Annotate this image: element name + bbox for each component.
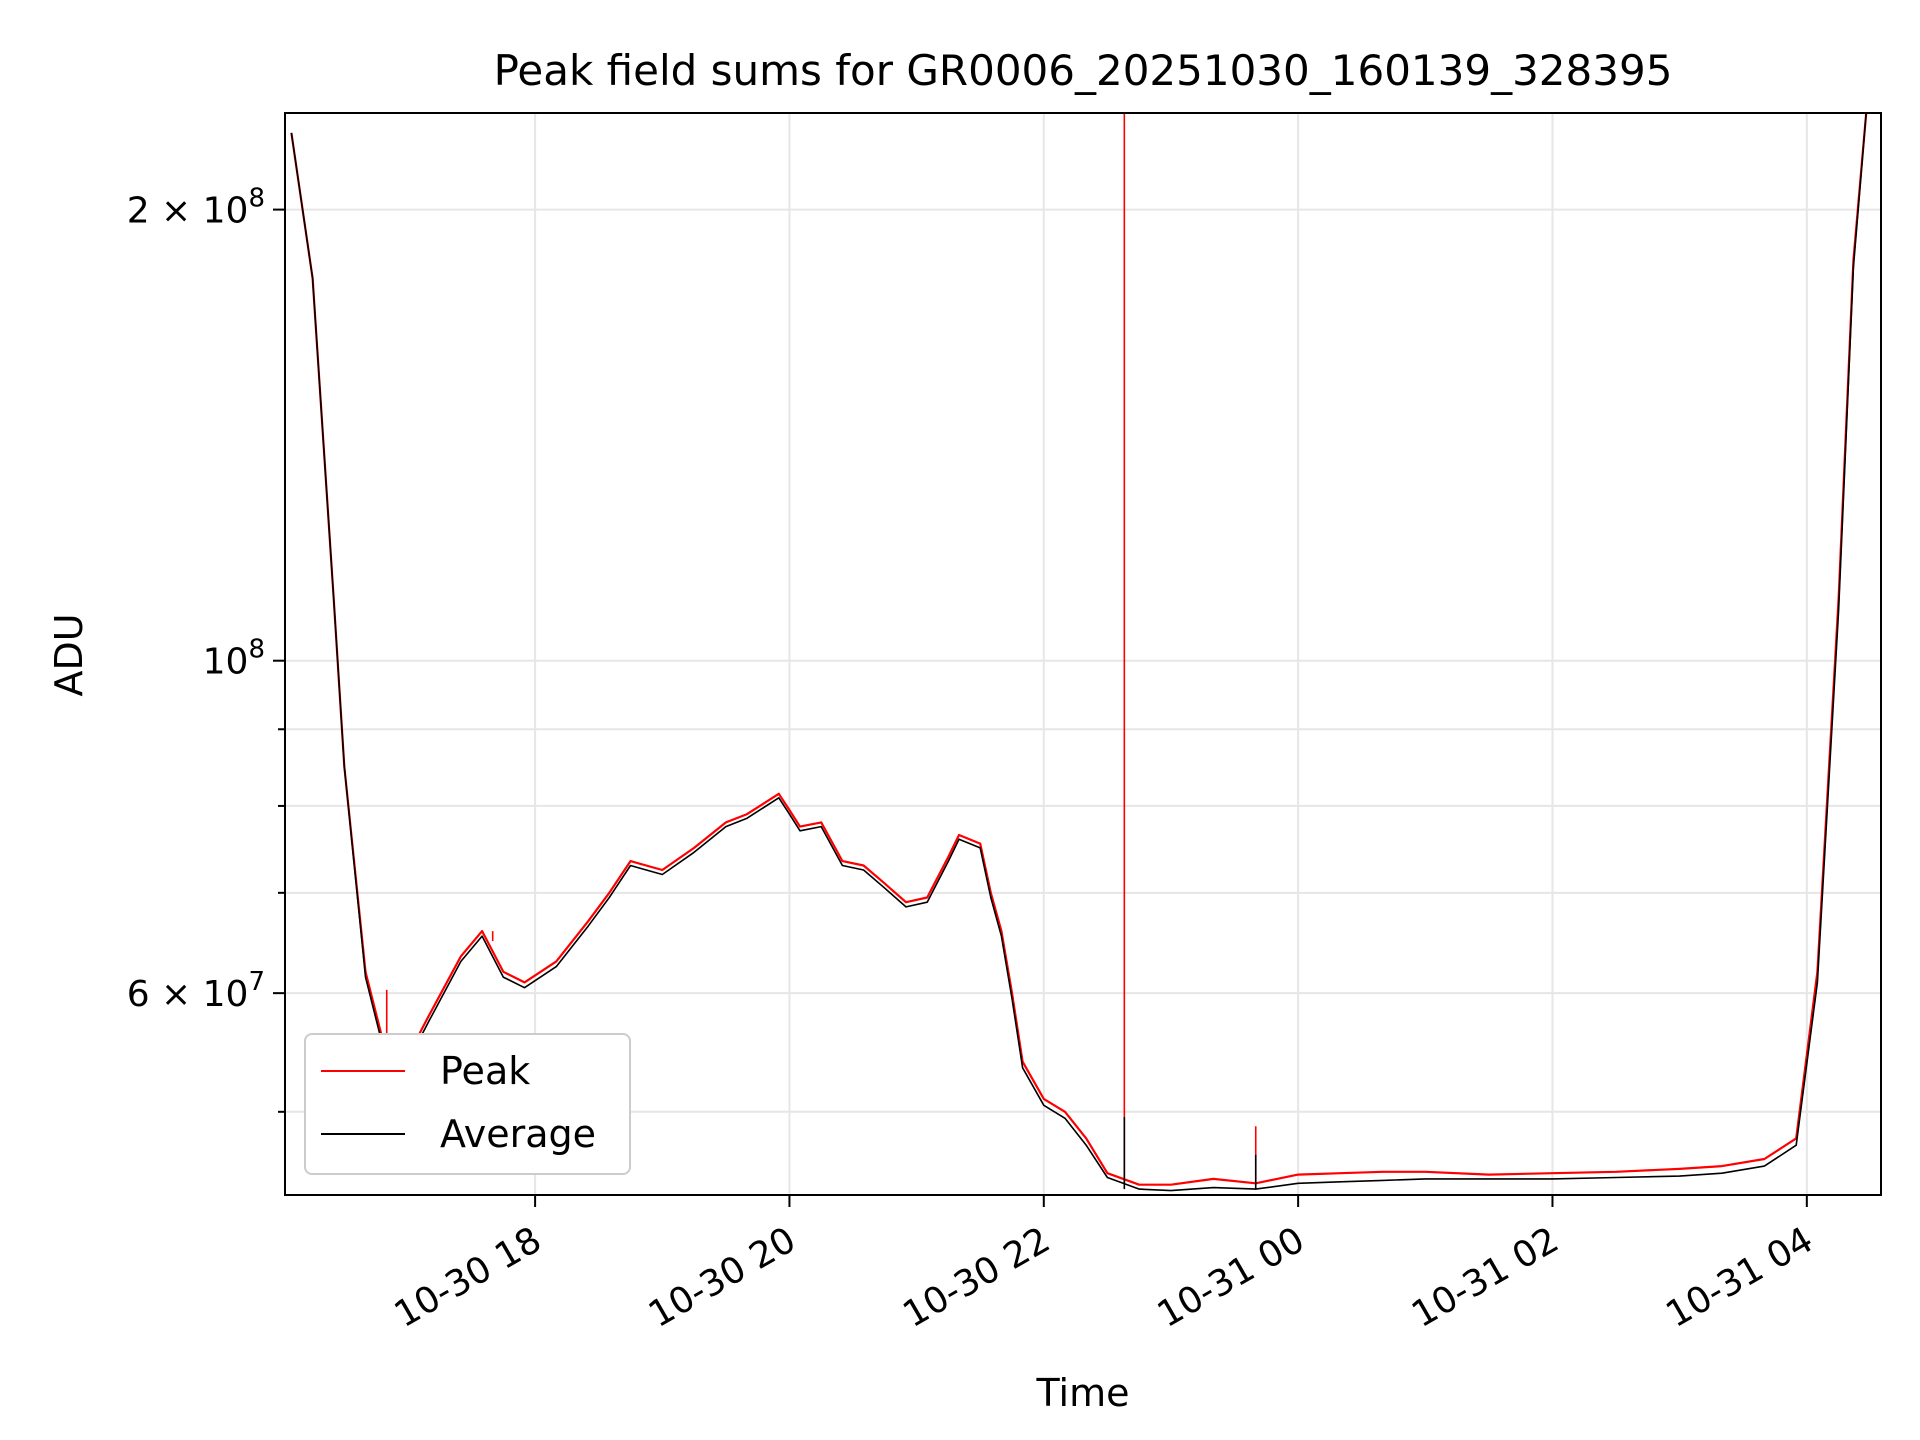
- x-tick-label: 10-30 22: [896, 1219, 1057, 1335]
- plot-frame: [284, 112, 1882, 1196]
- chart-title: Peak field sums for GR0006_20251030_1601…: [494, 46, 1673, 95]
- y-tick-label: 6 × 107: [127, 967, 265, 1015]
- x-axis-ticks: 10-30 18 10-30 20 10-30 22 10-31 00 10-31 02…: [388, 1195, 1820, 1336]
- series-line-average: [290, 113, 1867, 1192]
- y-axis-ticks: 6 × 107 108 2 × 108: [127, 184, 285, 1113]
- x-axis-label: Time: [1036, 1371, 1130, 1415]
- grid: [285, 113, 1881, 1195]
- y-tick-exponent: 7: [248, 967, 265, 997]
- y-tick-label: 2 × 108: [127, 184, 265, 232]
- series-layer: [290, 113, 1868, 1192]
- y-tick-exponent: 8: [248, 184, 265, 214]
- legend: Peak Average: [304, 1033, 631, 1175]
- legend-label-peak: Peak: [440, 1049, 530, 1093]
- legend-box: [304, 1033, 631, 1175]
- y-tick-exponent: 8: [248, 635, 265, 665]
- y-tick-label: 108: [203, 635, 265, 683]
- x-tick-label: 10-30 20: [642, 1219, 803, 1335]
- x-tick-label: 10-30 18: [388, 1219, 549, 1335]
- legend-label-average: Average: [440, 1112, 596, 1156]
- x-tick-label: 10-31 02: [1405, 1219, 1566, 1335]
- y-axis-label: ADU: [47, 613, 91, 696]
- x-tick-label: 10-31 00: [1151, 1219, 1312, 1335]
- x-tick-label: 10-31 04: [1659, 1219, 1820, 1335]
- series-line-peak: [290, 113, 1868, 1186]
